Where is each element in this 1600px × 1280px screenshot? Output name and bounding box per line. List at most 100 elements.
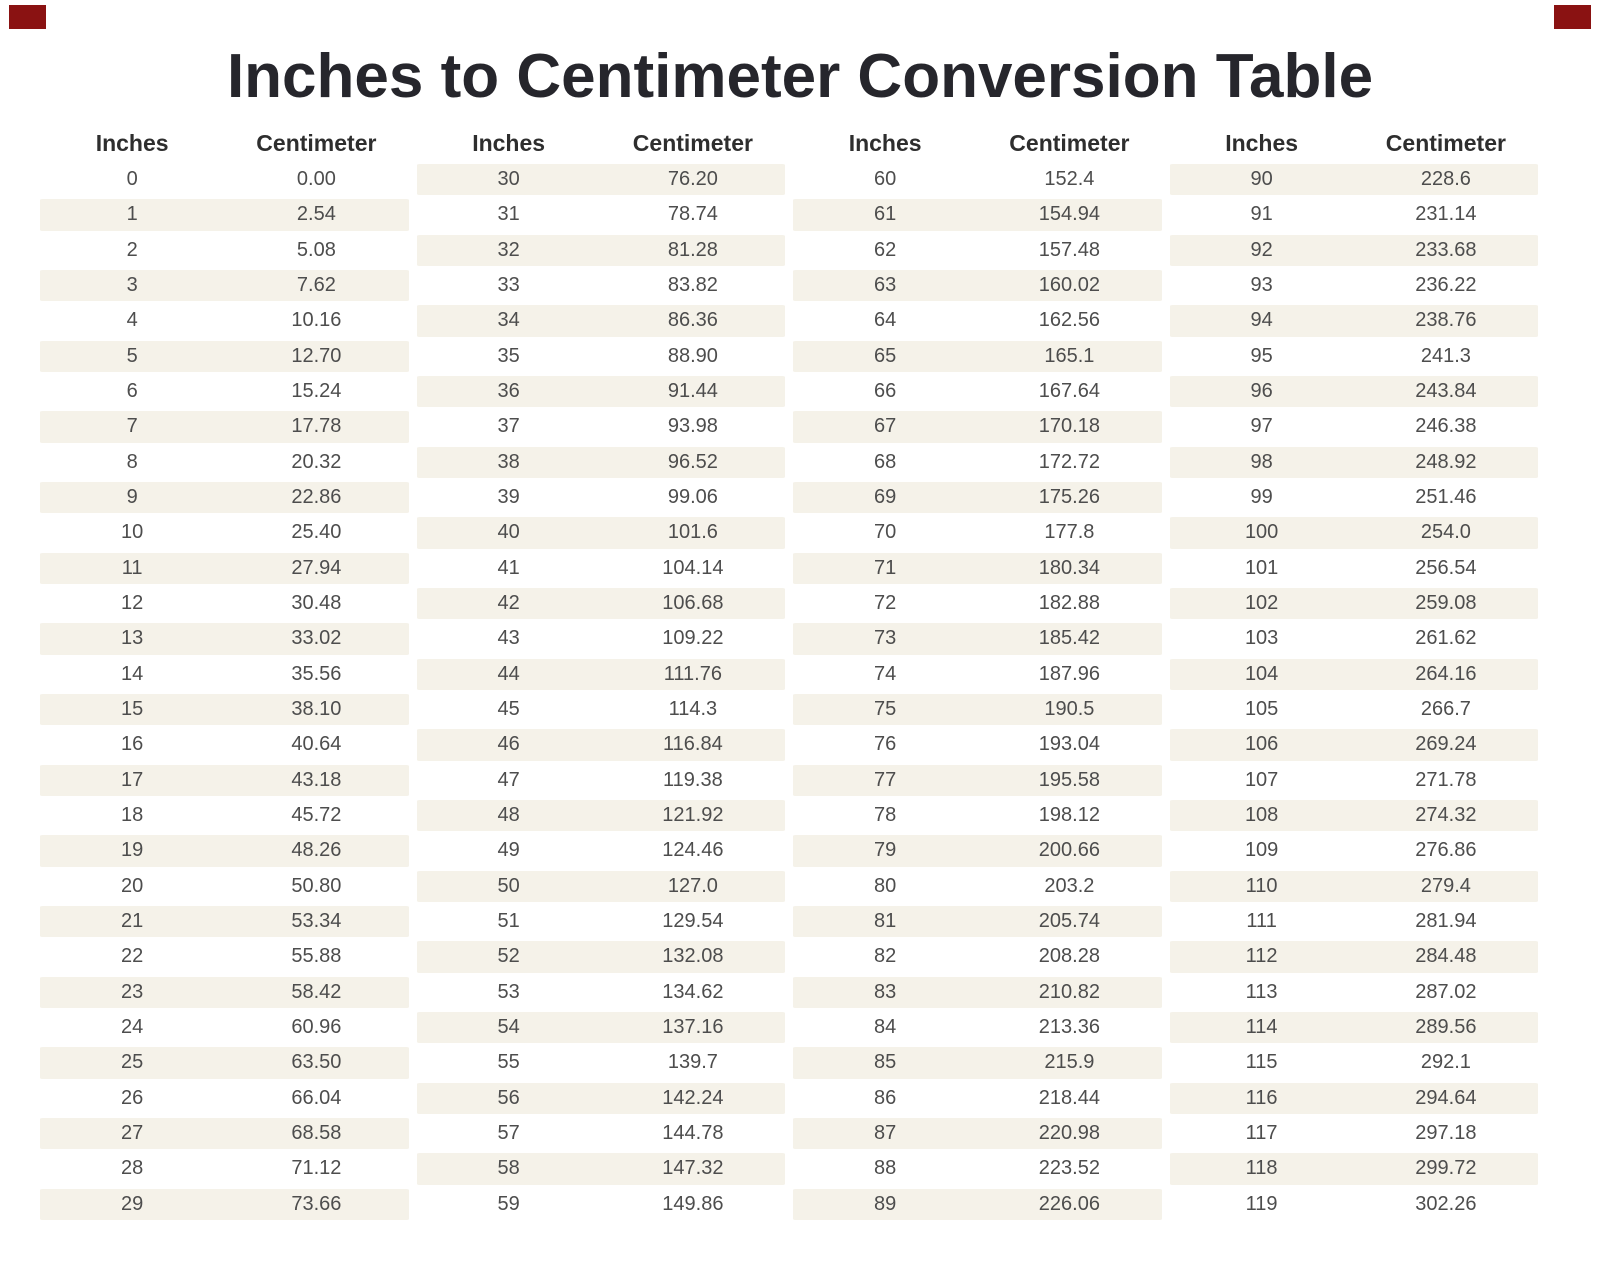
centimeter-value: 45.72 xyxy=(291,803,342,826)
centimeter-value: 38.10 xyxy=(291,697,342,720)
centimeter-value: 137.16 xyxy=(662,1015,724,1038)
inches-value: 18 xyxy=(121,803,144,826)
inches-value: 62 xyxy=(874,238,897,261)
column-group-30-59: Inches Centimeter 30 76.20 31 78.74 32 81.28 3… xyxy=(416,128,786,1222)
table-row: 62 157.48 xyxy=(793,233,1162,268)
table-row: 112 284.48 xyxy=(1169,939,1538,974)
table-row: 98 248.92 xyxy=(1169,445,1538,480)
table-row: 118 299.72 xyxy=(1169,1151,1538,1186)
inches-value: 77 xyxy=(874,768,897,791)
inches-value: 1 xyxy=(126,203,138,226)
centimeter-value: 12.70 xyxy=(291,344,342,367)
table-row: 107 271.78 xyxy=(1170,763,1539,798)
inches-value: 25 xyxy=(121,1051,144,1074)
centimeter-value: 17.78 xyxy=(291,415,342,438)
table-row: 36 91.44 xyxy=(416,374,785,409)
centimeter-value: 5.08 xyxy=(296,238,336,261)
inches-value: 106 xyxy=(1244,733,1279,756)
table-row: 63 160.02 xyxy=(793,268,1162,303)
table-row: 91 231.14 xyxy=(1170,197,1539,232)
inches-value: 45 xyxy=(497,697,520,720)
centimeter-value: 106.68 xyxy=(662,591,724,614)
table-row: 23 58.42 xyxy=(40,975,409,1010)
table-row: 47 119.38 xyxy=(417,763,786,798)
inches-value: 94 xyxy=(1250,309,1273,332)
centimeter-value: 208.28 xyxy=(1038,945,1100,968)
group-rows: 0 0.00 1 2.54 2 5.08 3 7.62 4 10.16 5 12.70 6 15.24 7 1… xyxy=(40,162,409,1222)
inches-value: 57 xyxy=(497,1121,520,1144)
centimeter-value: 101.6 xyxy=(667,521,718,544)
inches-value: 37 xyxy=(497,415,520,438)
centimeter-value: 86.36 xyxy=(667,309,718,332)
inches-value: 7 xyxy=(126,415,138,438)
centimeter-value: 88.90 xyxy=(667,344,718,367)
inches-value: 81 xyxy=(874,909,897,932)
centimeter-value: 256.54 xyxy=(1415,556,1477,579)
inches-value: 116 xyxy=(1245,1086,1278,1109)
inches-value: 24 xyxy=(121,1015,144,1038)
centimeter-value: 241.3 xyxy=(1420,344,1471,367)
inches-value: 48 xyxy=(497,803,520,826)
centimeter-value: 142.24 xyxy=(662,1086,724,1109)
inches-value: 28 xyxy=(121,1157,144,1180)
centimeter-value: 182.88 xyxy=(1038,591,1100,614)
centimeter-value: 35.56 xyxy=(291,662,342,685)
centimeter-value: 55.88 xyxy=(291,945,342,968)
inches-value: 39 xyxy=(497,485,520,508)
inches-value: 83 xyxy=(874,980,897,1003)
table-row: 0 0.00 xyxy=(40,162,409,197)
centimeter-value: 180.34 xyxy=(1038,556,1100,579)
centimeter-value: 71.12 xyxy=(291,1157,342,1180)
centimeter-value: 162.56 xyxy=(1038,309,1100,332)
centimeter-column-header: Centimeter xyxy=(1385,130,1506,156)
centimeter-value: 281.94 xyxy=(1415,909,1477,932)
centimeter-value: 185.42 xyxy=(1038,627,1100,650)
centimeter-value: 172.72 xyxy=(1038,450,1100,473)
table-row: 94 238.76 xyxy=(1169,303,1538,338)
table-row: 87 220.98 xyxy=(793,1116,1162,1151)
centimeter-value: 139.7 xyxy=(667,1051,718,1074)
inches-value: 85 xyxy=(874,1051,897,1074)
table-row: 29 73.66 xyxy=(40,1187,409,1222)
centimeter-value: 111.76 xyxy=(663,662,722,685)
inches-value: 104 xyxy=(1244,662,1279,685)
centimeter-value: 289.56 xyxy=(1415,1015,1477,1038)
centimeter-value: 251.46 xyxy=(1415,485,1477,508)
inches-value: 17 xyxy=(121,768,144,791)
centimeter-value: 218.44 xyxy=(1038,1086,1100,1109)
inches-value: 87 xyxy=(874,1121,897,1144)
centimeter-value: 149.86 xyxy=(662,1192,724,1215)
table-row: 2 5.08 xyxy=(40,233,409,268)
column-group-90-119: Inches Centimeter 90 228.6 91 231.14 92 233.6… xyxy=(1169,128,1539,1222)
group-rows: 90 228.6 91 231.14 92 233.68 93 236.22 94 238.76 9… xyxy=(1169,162,1539,1222)
inches-value: 60 xyxy=(874,168,897,190)
table-row: 31 78.74 xyxy=(417,197,786,232)
table-row: 39 99.06 xyxy=(417,480,786,515)
centimeter-value: 205.74 xyxy=(1038,909,1100,932)
table-row: 54 137.16 xyxy=(416,1010,785,1045)
table-row: 90 228.6 xyxy=(1169,162,1538,197)
centimeter-value: 175.26 xyxy=(1038,485,1100,508)
centimeter-value: 254.0 xyxy=(1420,521,1471,544)
inches-value: 71 xyxy=(874,556,897,579)
inches-value: 66 xyxy=(874,379,897,402)
table-row: 24 60.96 xyxy=(40,1010,409,1045)
table-row: 21 53.34 xyxy=(40,904,409,939)
inches-value: 15 xyxy=(121,697,144,720)
inches-value: 70 xyxy=(874,521,897,544)
inches-value: 78 xyxy=(874,803,897,826)
inches-value: 93 xyxy=(1250,273,1273,296)
inches-column-header: Inches xyxy=(95,130,169,156)
centimeter-value: 127.0 xyxy=(667,874,718,897)
inches-value: 41 xyxy=(497,556,520,579)
centimeter-value: 22.86 xyxy=(291,485,342,508)
table-row: 43 109.22 xyxy=(417,621,786,656)
centimeter-value: 78.74 xyxy=(667,203,718,226)
inches-value: 63 xyxy=(874,273,897,296)
centimeter-value: 76.20 xyxy=(667,168,718,190)
inches-value: 51 xyxy=(497,909,520,932)
centimeter-value: 203.2 xyxy=(1044,874,1095,897)
table-row: 95 241.3 xyxy=(1170,339,1539,374)
inches-value: 68 xyxy=(874,450,897,473)
